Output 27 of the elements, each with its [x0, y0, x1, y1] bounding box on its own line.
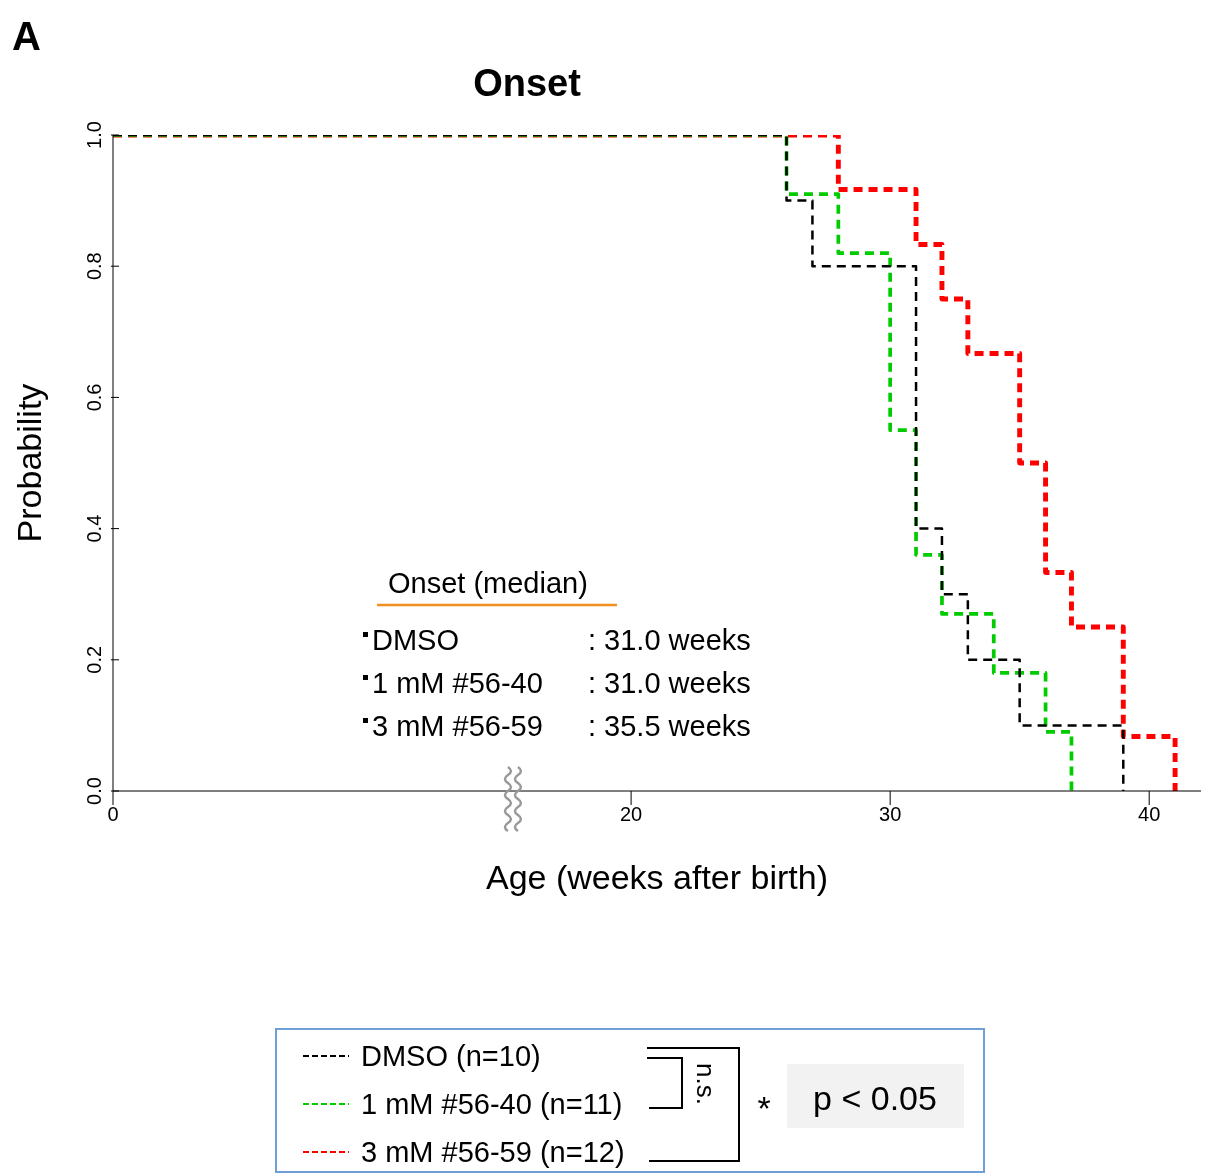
x-axis-title: Age (weeks after birth)	[485, 858, 829, 896]
legend-label: 3 mM #56-59 (n=12)	[361, 1135, 625, 1169]
annotation: : 35.5 weeks	[588, 710, 751, 742]
legend-label: 1 mM #56-40 (n=11)	[361, 1087, 623, 1121]
x-tick-label: 30	[879, 803, 902, 826]
y-tick-label: 0.8	[83, 252, 105, 281]
annotation: DMSO	[372, 624, 459, 656]
legend-label: DMSO (n=10)	[361, 1039, 541, 1073]
text: *	[757, 1089, 771, 1127]
y-tick-label: 0.6	[83, 383, 105, 412]
y-tick-label: 0.0	[83, 777, 105, 805]
y-tick-label: 0.4	[83, 514, 105, 543]
chart-title: Onset	[473, 62, 582, 104]
x-tick-label: 20	[619, 803, 643, 826]
text: p < 0.05	[813, 1079, 937, 1117]
annotation: Onset (median)	[388, 567, 588, 599]
y-tick-label: 0.2	[83, 645, 105, 674]
x-tick-label: 40	[1138, 803, 1161, 826]
text: A	[12, 14, 41, 58]
x-tick-label: 0	[107, 803, 119, 826]
annotation: : 31.0 weeks	[588, 667, 751, 699]
annotation: 3 mM #56-59	[372, 710, 543, 742]
text: n.s.	[691, 1063, 721, 1105]
annotation: 1 mM #56-40	[372, 667, 543, 699]
y-axis-title: Probability	[10, 383, 49, 543]
annotation: : 31.0 weeks	[588, 624, 751, 656]
y-tick-label: 1.0	[83, 121, 105, 149]
